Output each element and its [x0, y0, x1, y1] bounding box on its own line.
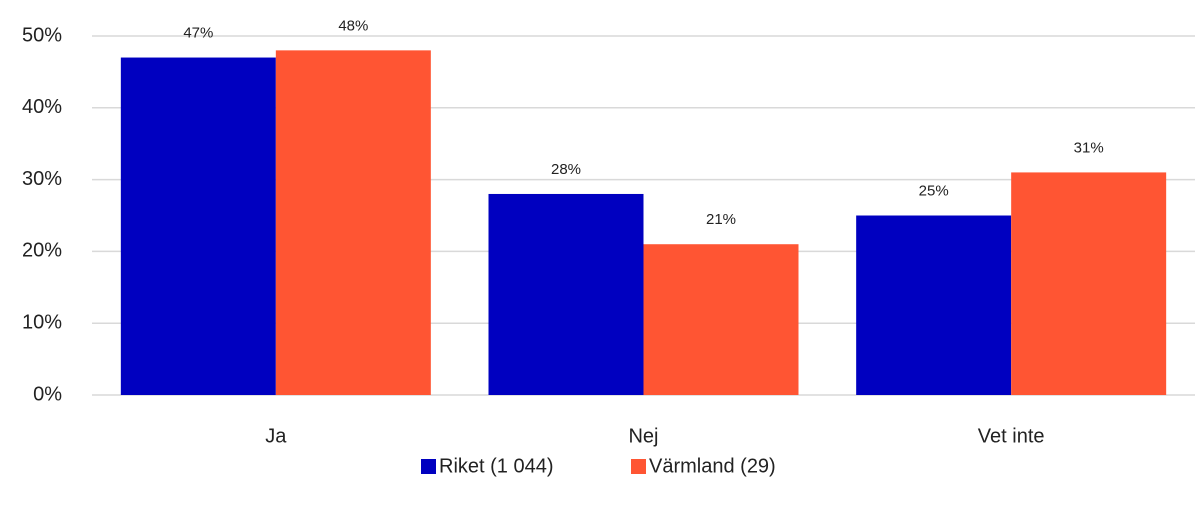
legend-label: Värmland (29)	[649, 455, 776, 477]
data-label: 48%	[338, 17, 368, 34]
bar	[120, 57, 276, 395]
data-label: 21%	[706, 211, 736, 228]
data-label: 47%	[183, 25, 213, 42]
bar	[488, 193, 644, 395]
bar	[643, 244, 799, 395]
legend-swatch	[631, 459, 646, 474]
bar	[275, 50, 431, 396]
data-label: 25%	[919, 182, 949, 199]
y-tick-label: 40%	[22, 96, 62, 118]
legend-label: Riket (1 044)	[439, 455, 554, 477]
bar	[856, 215, 1012, 395]
x-tick-label: Vet inte	[978, 425, 1045, 447]
legend-swatch	[421, 459, 436, 474]
x-tick-label: Ja	[265, 425, 287, 447]
y-tick-label: 50%	[22, 24, 62, 46]
bar	[1011, 172, 1167, 395]
y-tick-label: 20%	[22, 240, 62, 262]
data-label: 28%	[551, 161, 581, 178]
data-label: 31%	[1074, 139, 1104, 156]
y-tick-label: 10%	[22, 311, 62, 333]
x-tick-label: Nej	[628, 425, 658, 447]
y-tick-label: 0%	[33, 383, 62, 405]
y-tick-label: 30%	[22, 168, 62, 190]
